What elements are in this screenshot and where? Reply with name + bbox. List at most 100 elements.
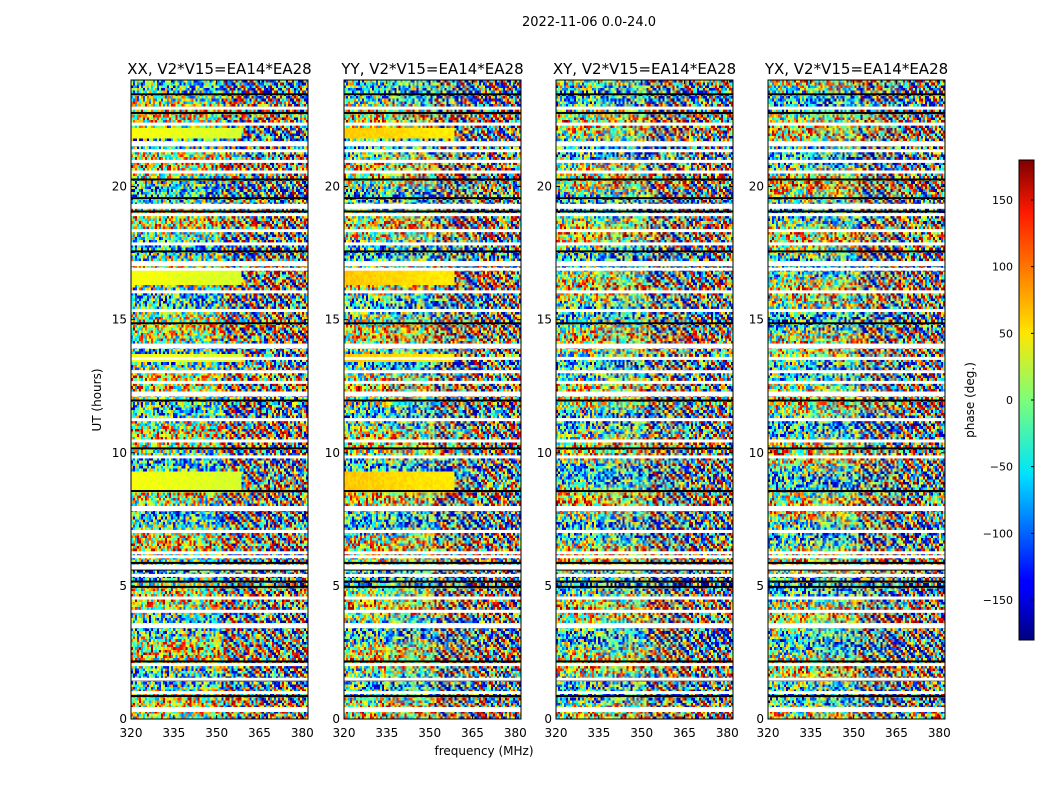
flagged-row <box>556 250 733 253</box>
missing-data-row <box>556 149 733 153</box>
missing-data-row <box>768 391 945 397</box>
missing-data-row <box>131 707 308 713</box>
missing-data-row <box>131 106 308 110</box>
flagged-row <box>131 210 308 213</box>
missing-data-row <box>768 122 945 126</box>
missing-data-row <box>344 242 521 246</box>
missing-data-row <box>556 455 733 459</box>
flagged-row <box>131 585 308 588</box>
flagged-row <box>131 490 308 493</box>
missing-data-row <box>768 573 945 577</box>
missing-data-row <box>768 149 945 153</box>
missing-data-row <box>768 213 945 217</box>
missing-data-row <box>768 106 945 110</box>
missing-data-row <box>556 343 733 349</box>
missing-data-row <box>344 663 521 667</box>
colorbar-tick-label: −50 <box>990 461 1013 474</box>
x-tick-label: 380 <box>716 726 739 740</box>
missing-data-row <box>556 106 733 110</box>
flagged-row <box>131 93 308 96</box>
y-tick-label: 5 <box>544 579 552 593</box>
missing-data-row <box>344 370 521 374</box>
flagged-row <box>556 197 733 200</box>
missing-data-row <box>344 267 521 271</box>
missing-data-row <box>344 707 521 713</box>
missing-data-row <box>768 455 945 459</box>
panel-1: XX, V2*V15=EA14*EA28 320 335 350 365 380 0 5 10 1… <box>112 60 314 740</box>
flagged-row <box>556 695 733 698</box>
missing-data-row <box>556 573 733 577</box>
missing-data-row <box>131 455 308 459</box>
x-tick-label: 320 <box>757 726 780 740</box>
y-tick-label: 20 <box>325 180 340 194</box>
missing-data-row <box>768 596 945 600</box>
missing-data-row <box>344 170 521 174</box>
x-tick-label: 365 <box>248 726 271 740</box>
y-tick-label: 10 <box>537 446 552 460</box>
flagged-row <box>131 322 308 325</box>
flagged-row <box>344 197 521 200</box>
missing-data-row <box>556 418 733 422</box>
flagged-row <box>344 210 521 213</box>
flagged-row <box>768 111 945 114</box>
missing-data-row <box>344 159 521 163</box>
missing-data-row <box>131 418 308 422</box>
y-tick-label: 15 <box>749 313 764 327</box>
x-tick-label: 365 <box>461 726 484 740</box>
flagged-row <box>131 111 308 114</box>
colorbar-tick-label: 150 <box>992 194 1013 207</box>
missing-data-row <box>768 229 945 233</box>
missing-data-row <box>131 122 308 126</box>
missing-data-row <box>768 267 945 271</box>
missing-data-row <box>131 213 308 217</box>
colorbar-tick-label: −150 <box>983 594 1013 607</box>
missing-data-row <box>768 356 945 360</box>
flagged-row <box>131 250 308 253</box>
panel-frame <box>767 79 946 720</box>
missing-data-row <box>131 308 308 312</box>
missing-data-row <box>556 141 733 147</box>
flagged-row <box>344 695 521 698</box>
flagged-row <box>131 197 308 200</box>
flagged-row <box>344 660 521 663</box>
x-tick-label: 380 <box>928 726 951 740</box>
missing-data-row <box>556 439 733 443</box>
missing-data-row <box>131 677 308 681</box>
missing-data-row <box>768 707 945 713</box>
missing-data-row <box>131 506 308 511</box>
missing-data-row <box>768 380 945 384</box>
missing-data-row <box>556 267 733 271</box>
missing-data-row <box>344 229 521 233</box>
flagged-row <box>768 585 945 588</box>
missing-data-row <box>556 391 733 397</box>
missing-data-row <box>768 261 945 267</box>
missing-data-row <box>344 573 521 577</box>
y-tick-label: 10 <box>325 446 340 460</box>
missing-data-row <box>131 691 308 695</box>
missing-data-row <box>131 380 308 384</box>
missing-data-row <box>131 229 308 233</box>
missing-data-row <box>344 203 521 209</box>
missing-data-row <box>131 242 308 246</box>
missing-data-row <box>131 141 308 147</box>
missing-data-row <box>131 623 308 629</box>
y-tick-label: 15 <box>537 313 552 327</box>
flagged-row <box>768 322 945 325</box>
missing-data-row <box>768 308 945 312</box>
missing-data-row <box>556 623 733 629</box>
missing-data-row <box>768 663 945 667</box>
missing-data-row <box>344 343 521 349</box>
panel-2: YY, V2*V15=EA14*EA28 320 335 350 365 380 0 5 10 1… <box>325 60 527 740</box>
flagged-row <box>131 580 308 583</box>
missing-data-row <box>344 261 521 267</box>
missing-data-row <box>344 213 521 217</box>
missing-data-row <box>344 677 521 681</box>
flagged-row <box>344 250 521 253</box>
missing-data-row <box>344 555 521 559</box>
flagged-row <box>768 93 945 96</box>
missing-data-row <box>131 370 308 374</box>
y-tick-label: 20 <box>112 180 127 194</box>
missing-data-row <box>344 439 521 443</box>
missing-data-row <box>768 290 945 294</box>
flagged-row <box>556 111 733 114</box>
